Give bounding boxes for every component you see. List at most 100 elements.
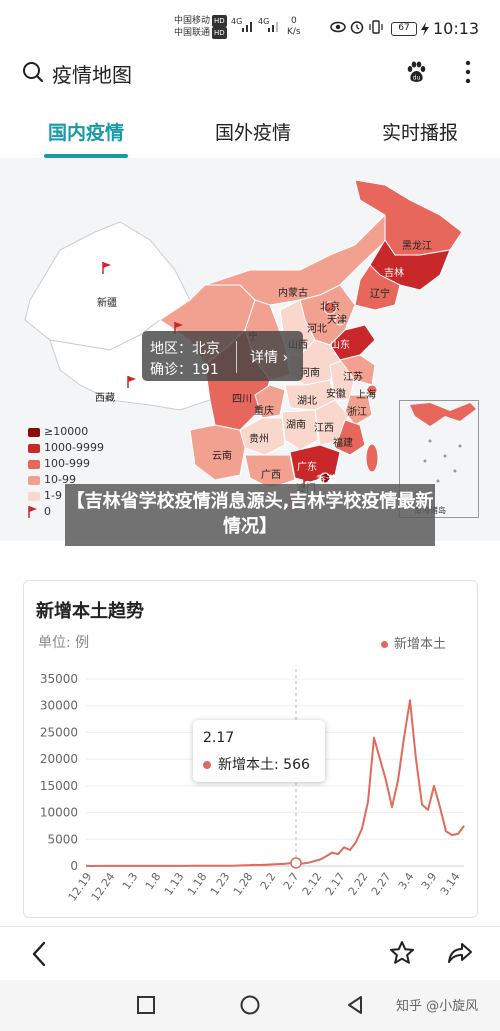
label-tianjin: 天津 — [327, 315, 347, 326]
label-inner-mongolia: 内蒙古 — [278, 288, 308, 299]
province-zhejiang — [344, 394, 373, 426]
charging-icon — [421, 22, 429, 36]
baidu-paw-icon[interactable]: du — [404, 60, 428, 84]
tab-domestic[interactable]: 国内疫情 — [47, 122, 124, 144]
label-hongkong: 香港 — [316, 475, 336, 486]
province-hongkong — [319, 472, 331, 484]
chart-unit: 单位: 例 — [38, 635, 90, 651]
label-hubei: 湖北 — [297, 396, 317, 407]
chart-legend[interactable]: 新增本土 — [381, 633, 446, 652]
favorite-star-icon[interactable] — [388, 939, 416, 967]
province-chongqing — [254, 384, 286, 419]
tooltip-dot — [203, 761, 211, 769]
x-tick-label: 1.23 — [208, 870, 233, 898]
province-beijing — [323, 301, 337, 315]
label-yunnan: 云南 — [212, 451, 232, 462]
y-tick-label: 30000 — [40, 699, 78, 713]
x-tick-label: 1.3 — [120, 870, 141, 892]
x-tick-label: 2.17 — [323, 870, 348, 898]
hd-badge: HD — [212, 27, 227, 39]
x-tick-label: 3.9 — [419, 870, 440, 892]
trend-chart-svg[interactable]: 35000 30000 25000 20000 15000 10000 5000 012.19… — [24, 581, 479, 919]
signal-4g-2: 4G — [258, 17, 270, 26]
legend-series-name: 新增本土 — [394, 637, 447, 652]
y-tick-label: 20000 — [40, 752, 78, 766]
y-tick-label: 35000 — [40, 672, 78, 686]
x-tick-label: 2.22 — [346, 870, 371, 898]
share-icon[interactable] — [446, 939, 474, 967]
back-triangle-icon[interactable] — [344, 994, 366, 1016]
x-tick-label: 12.19 — [66, 870, 95, 903]
recent-apps-icon[interactable] — [135, 994, 157, 1016]
legend-label: 100-999 — [44, 457, 90, 470]
watermark: 知乎 @小旋风 — [396, 999, 479, 1014]
label-shandong: 山东 — [330, 340, 350, 351]
home-icon[interactable] — [239, 994, 261, 1016]
label-anhui: 安徽 — [326, 389, 346, 400]
search-icon[interactable] — [22, 61, 44, 83]
legend-dot — [381, 641, 388, 648]
tooltip-divider — [236, 341, 237, 373]
x-tick-label: 1.18 — [185, 870, 210, 898]
label-guizhou: 贵州 — [249, 434, 269, 445]
label-shanghai: 上海 — [356, 390, 376, 401]
map-tooltip: 地区：北京 确诊：191 详情 › — [142, 331, 303, 381]
x-tick-label: 1.28 — [231, 870, 256, 898]
clock: 10:13 — [433, 19, 480, 38]
label-guangdong: 广东 — [297, 462, 317, 473]
y-tick-label: 25000 — [40, 725, 78, 739]
label-tibet: 西藏 — [95, 393, 115, 404]
carrier-2: 中国联通 — [174, 28, 211, 38]
legend-swatch — [28, 460, 40, 469]
tooltip-date: 2.17 — [203, 730, 235, 746]
label-chongqing: 重庆 — [254, 406, 274, 417]
x-tick-label: 3.14 — [438, 870, 463, 898]
province-guangxi — [244, 454, 296, 489]
vibrate-icon — [369, 20, 383, 34]
legend-swatch — [28, 444, 40, 453]
x-tick-label: 3.4 — [396, 870, 417, 892]
y-tick-label: 15000 — [40, 779, 78, 793]
label-jiangxi: 江西 — [314, 423, 334, 434]
province-hunan — [281, 409, 319, 451]
chevron-right-icon: › — [282, 350, 289, 366]
back-arrow-icon[interactable] — [28, 939, 52, 969]
x-tick-label: 2.12 — [300, 870, 325, 898]
legend-swatch — [28, 476, 40, 485]
tooltip-series: 新增本土 — [218, 757, 274, 773]
x-tick-label: 12.24 — [89, 870, 118, 903]
signal-bars-icon — [268, 22, 278, 32]
label-jilin: 吉林 — [384, 268, 404, 279]
x-tick-label: 2.2 — [258, 870, 279, 892]
series-line-new-local — [85, 699, 465, 867]
tooltip-confirmed: 确诊：191 — [150, 359, 219, 379]
province-jiangsu — [339, 354, 376, 386]
x-tick-label: 2.7 — [281, 870, 302, 892]
label-fujian: 福建 — [333, 438, 353, 449]
inset-islands-svg — [410, 403, 476, 483]
carrier-info: 中国移动 HD 中国联通 HD — [174, 15, 227, 39]
legend-swatch — [28, 492, 40, 501]
label-jiangsu: 江苏 — [343, 372, 363, 383]
label-henan: 河南 — [300, 368, 320, 379]
tooltip-confirmed-value: 191 — [192, 362, 219, 378]
label-liaoning: 辽宁 — [370, 289, 390, 300]
system-nav-bar: 知乎 @小旋风 — [0, 980, 500, 1031]
tab-international[interactable]: 国外疫情 — [214, 122, 291, 144]
network-speed: 0 K/s — [287, 16, 301, 38]
battery-indicator: 67 — [391, 22, 417, 36]
y-tick-label: 5000 — [47, 832, 78, 846]
detail-label: 详情 — [250, 350, 278, 366]
more-options-icon[interactable] — [463, 58, 473, 86]
page-title: 疫情地图 — [52, 63, 132, 87]
province-tianjin — [334, 314, 346, 326]
label-guangxi: 广西 — [261, 470, 281, 481]
tooltip-value: 566 — [283, 757, 310, 773]
detail-button[interactable]: 详情 › — [250, 347, 288, 367]
legend-label: 1-9 — [44, 489, 62, 502]
province-liaoning — [354, 264, 401, 311]
tab-live-updates[interactable]: 实时播报 — [381, 122, 458, 144]
tooltip-value-row: 新增本土: 566 — [203, 754, 310, 774]
tooltip-confirmed-label: 确诊： — [150, 362, 192, 378]
x-tick-label: 1.8 — [143, 870, 164, 892]
